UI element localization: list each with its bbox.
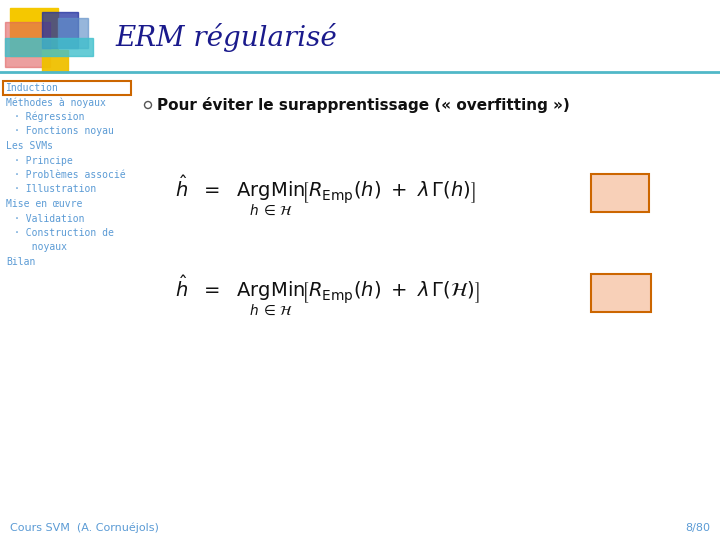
Bar — [10, 8, 58, 56]
Bar — [3, 81, 131, 95]
Text: ERM régularisé: ERM régularisé — [115, 24, 337, 52]
Text: · Principe: · Principe — [14, 156, 73, 165]
Bar — [591, 174, 649, 212]
Text: · Validation: · Validation — [14, 213, 84, 224]
Bar — [42, 12, 78, 48]
Text: Les SVMs: Les SVMs — [6, 141, 53, 151]
Bar — [42, 50, 68, 72]
Text: Pour éviter le surapprentissage (« overfitting »): Pour éviter le surapprentissage (« overf… — [157, 97, 570, 113]
Text: · Problèmes associé: · Problèmes associé — [14, 170, 125, 180]
Text: 8/80: 8/80 — [685, 523, 710, 533]
Text: · Illustration: · Illustration — [14, 185, 96, 194]
Text: $\hat{h}\ \ =\ \ \underset{h\,\in\,\mathcal{H}}{\mathrm{ArgMin}}\!\left[R_{\math: $\hat{h}\ \ =\ \ \underset{h\,\in\,\math… — [175, 273, 480, 317]
Text: · Fonctions noyau: · Fonctions noyau — [14, 126, 114, 137]
Text: $\hat{h}\ \ =\ \ \underset{h\,\in\,\mathcal{H}}{\mathrm{ArgMin}}\!\left[R_{\math: $\hat{h}\ \ =\ \ \underset{h\,\in\,\math… — [175, 173, 476, 217]
Bar — [5, 22, 50, 67]
Text: Mise en œuvre: Mise en œuvre — [6, 199, 82, 209]
Bar — [58, 18, 88, 48]
Text: Induction: Induction — [6, 83, 59, 93]
Text: · Construction de: · Construction de — [14, 228, 114, 238]
Text: Cours SVM  (A. Cornuéjols): Cours SVM (A. Cornuéjols) — [10, 523, 159, 534]
Bar — [591, 274, 651, 312]
Text: · Régression: · Régression — [14, 112, 84, 122]
Bar — [5, 38, 93, 56]
Text: Méthodes à noyaux: Méthodes à noyaux — [6, 97, 106, 108]
Text: Bilan: Bilan — [6, 257, 35, 267]
Text: noyaux: noyaux — [20, 242, 67, 253]
